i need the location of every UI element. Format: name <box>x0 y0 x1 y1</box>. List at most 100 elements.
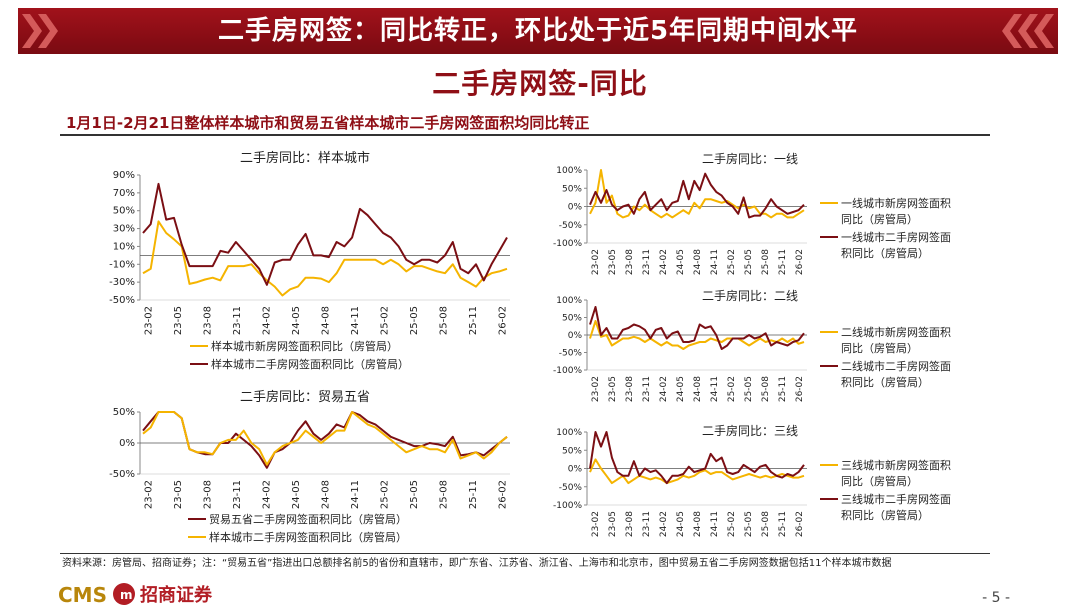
series-line <box>589 431 805 485</box>
y-tick-label: 50% <box>113 206 135 217</box>
y-tick-label: 70% <box>113 188 135 199</box>
logo-emblem-icon <box>113 583 135 605</box>
legend-label: 二线城市新房网签面积同比（房管局） <box>841 325 951 355</box>
x-tick-label: 23-08 <box>625 376 635 402</box>
y-tick-label: -100% <box>553 501 582 511</box>
x-tick-label: 24-11 <box>710 376 720 402</box>
page-subtitle: 二手房网签-同比 <box>432 67 648 100</box>
chart-tier3: 二手房同比：三线 100% 50% 0% -50% -100% 23-02 23-05 23-0… <box>553 423 951 537</box>
legend-label: 样本城市二手房网签面积同比（房管局） <box>211 357 409 371</box>
x-tick-label: 23-05 <box>608 376 618 402</box>
x-tick-label: 26-02 <box>795 511 805 537</box>
page-title: 二手房网签：同比转正，环比处于近5年同期中间水平 <box>217 16 859 46</box>
x-tick-label: 23-11 <box>642 376 652 402</box>
chart-trade5: 二手房同比：贸易五省 50% 0% -50% 23-02 23-05 23-08 23-11 2… <box>109 389 510 544</box>
x-tick-label: 25-11 <box>778 376 788 402</box>
x-tick-label: 24-05 <box>291 480 302 509</box>
x-tick-label: 23-02 <box>144 306 155 335</box>
series-line <box>589 458 805 485</box>
x-tick-label: 24-05 <box>676 249 686 275</box>
x-tick-label: 24-08 <box>693 376 703 402</box>
x-tick-label: 25-08 <box>761 249 771 275</box>
legend-label: 三线城市二手房网签面积同比（房管局） <box>841 492 951 522</box>
chart-title: 二手房同比：贸易五省 <box>240 389 370 405</box>
x-tick-label: 24-11 <box>710 511 720 537</box>
x-tick-label: 26-02 <box>795 376 805 402</box>
x-tick-label: 24-08 <box>693 249 703 275</box>
chart-title: 二手房同比：三线 <box>702 423 798 438</box>
y-tick-label: 50% <box>562 446 582 456</box>
x-tick-label: 23-05 <box>173 306 184 335</box>
y-tick-label: -50% <box>109 469 135 480</box>
chart-title: 二手房同比：一线 <box>702 151 798 166</box>
x-tick-label: 25-05 <box>744 511 754 537</box>
x-tick-label: 24-02 <box>659 249 669 275</box>
x-tick-label: 23-02 <box>144 480 155 509</box>
x-tick-label: 24-08 <box>321 306 332 335</box>
y-tick-label: 90% <box>113 170 135 181</box>
x-tick-label: 24-11 <box>350 480 361 509</box>
x-tick-label: 23-11 <box>232 306 243 335</box>
x-tick-label: 24-05 <box>676 376 686 402</box>
x-tick-label: 24-11 <box>710 249 720 275</box>
x-tick-label: 23-11 <box>232 480 243 509</box>
title-banner: 二手房网签：同比转正，环比处于近5年同期中间水平 <box>18 8 1058 54</box>
x-tick-label: 24-08 <box>321 480 332 509</box>
x-tick-label: 25-02 <box>380 480 391 509</box>
logo-text: CMS <box>58 583 107 606</box>
x-tick-label: 24-08 <box>693 511 703 537</box>
x-tick-label: 25-08 <box>761 511 771 537</box>
x-tick-label: 23-11 <box>642 511 652 537</box>
chart-tier1: 二手房同比：一线 100% 50% 0% -50% -100% 23-02 23-05 23-0… <box>553 151 951 275</box>
y-tick-label: 10% <box>113 241 135 252</box>
right-chevron-decoration <box>1002 14 1054 48</box>
x-tick-label: 25-08 <box>439 480 450 509</box>
x-tick-label: 25-02 <box>727 249 737 275</box>
left-chevron-decoration <box>22 14 58 48</box>
y-tick-label: 0% <box>568 203 583 213</box>
x-tick-label: 23-08 <box>625 511 635 537</box>
x-tick-label: 23-02 <box>591 511 601 537</box>
y-tick-label: 50% <box>562 314 582 324</box>
y-tick-label: -50% <box>559 349 583 359</box>
x-tick-label: 23-05 <box>608 511 618 537</box>
footer-divider <box>60 553 990 554</box>
x-tick-label: 26-02 <box>795 249 805 275</box>
series-line <box>142 220 508 297</box>
y-tick-label: 100% <box>556 428 582 438</box>
series-line <box>142 411 508 469</box>
x-tick-label: 23-02 <box>591 376 601 402</box>
x-tick-label: 23-02 <box>591 249 601 275</box>
y-tick-label: 0% <box>568 331 583 341</box>
x-tick-label: 25-05 <box>744 376 754 402</box>
x-tick-label: 25-08 <box>761 376 771 402</box>
y-tick-label: 30% <box>113 224 135 235</box>
series-line <box>589 169 805 219</box>
x-tick-label: 24-02 <box>659 376 669 402</box>
legend-label: 样本城市新房网签面积同比（房管局） <box>211 339 398 353</box>
y-tick-label: -30% <box>109 277 135 288</box>
y-tick-label: 100% <box>556 296 582 306</box>
x-tick-label: 23-05 <box>608 249 618 275</box>
y-tick-label: 50% <box>562 184 582 194</box>
y-tick-label: 0% <box>568 465 583 475</box>
y-tick-label: -100% <box>553 366 582 376</box>
x-tick-label: 25-02 <box>380 306 391 335</box>
source-footnote: 资料来源：房管局、招商证券；注：“贸易五省”指进出口总额排名前5的省份和直辖市，… <box>62 558 892 569</box>
y-tick-label: -50% <box>559 221 583 231</box>
y-tick-label: -10% <box>109 259 135 270</box>
series-line <box>142 182 508 286</box>
x-tick-label: 25-02 <box>727 511 737 537</box>
x-tick-label: 24-02 <box>659 511 669 537</box>
series-line <box>589 306 805 350</box>
x-tick-label: 23-08 <box>625 249 635 275</box>
x-tick-label: 24-05 <box>291 306 302 335</box>
x-tick-label: 23-05 <box>173 480 184 509</box>
x-tick-label: 23-08 <box>203 306 214 335</box>
x-tick-label: 25-11 <box>468 306 479 335</box>
legend-label: 贸易五省二手房网签面积同比（房管局） <box>209 512 407 526</box>
heading-divider <box>60 134 990 136</box>
legend-label: 二线城市二手房网签面积同比（房管局） <box>841 359 951 389</box>
x-tick-label: 26-02 <box>498 480 509 509</box>
